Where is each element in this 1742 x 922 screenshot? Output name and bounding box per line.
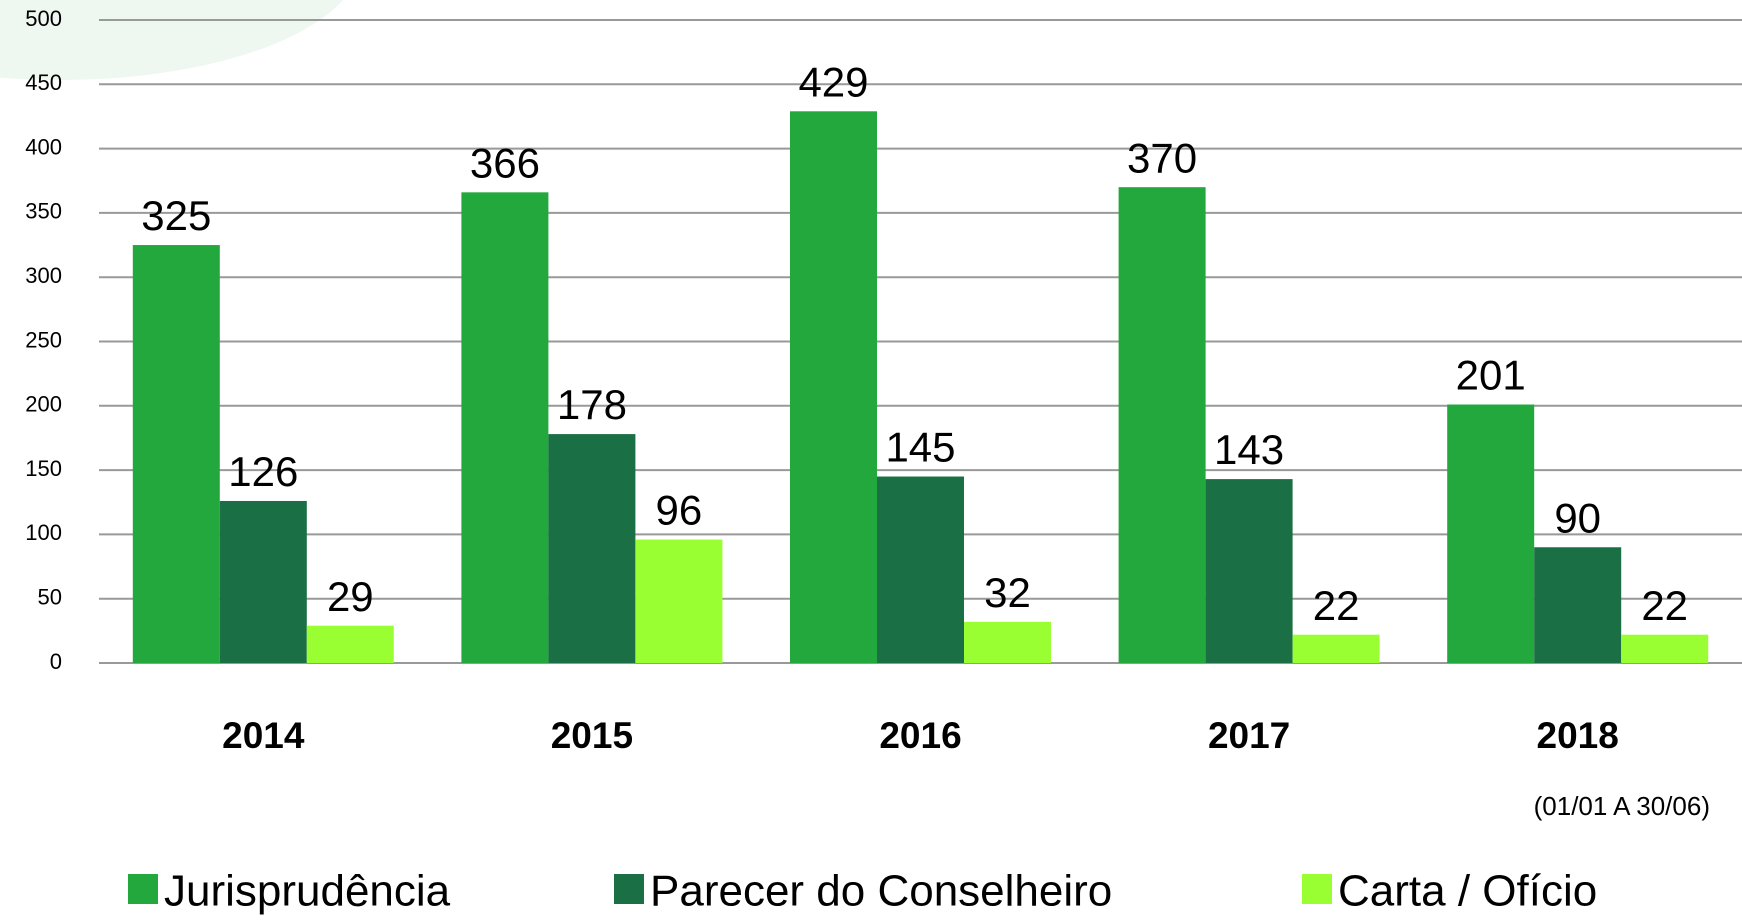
legend-swatch <box>614 874 644 904</box>
y-tick-label: 100 <box>25 520 62 545</box>
x-tick-label: 2015 <box>551 715 633 756</box>
data-label: 143 <box>1214 426 1284 473</box>
bar <box>1118 187 1206 663</box>
data-label: 325 <box>141 192 211 239</box>
data-label: 96 <box>656 487 703 534</box>
data-label: 90 <box>1554 494 1601 541</box>
y-tick-label: 450 <box>25 70 62 95</box>
bar <box>219 500 307 663</box>
data-label: 178 <box>557 381 627 428</box>
legend-label: Carta / Ofício <box>1338 867 1597 916</box>
x-tick-label: 2014 <box>222 715 305 756</box>
bar <box>306 625 394 663</box>
data-label: 32 <box>984 569 1031 616</box>
bar <box>1205 479 1293 663</box>
bar <box>132 245 220 664</box>
y-tick-label: 250 <box>25 327 62 352</box>
data-label: 429 <box>798 58 868 105</box>
data-label: 22 <box>1313 582 1360 629</box>
data-label: 126 <box>228 448 298 495</box>
data-label: 366 <box>470 139 540 186</box>
y-tick-label: 300 <box>25 263 62 288</box>
legend-swatch <box>128 874 158 904</box>
y-tick-label: 500 <box>25 6 62 31</box>
bar <box>1292 634 1380 663</box>
data-label: 22 <box>1641 582 1688 629</box>
y-tick-label: 200 <box>25 392 62 417</box>
annotation: (01/01 A 30/06) <box>1534 791 1710 821</box>
y-tick-label: 350 <box>25 199 62 224</box>
x-tick-label: 2017 <box>1208 715 1290 756</box>
y-tick-label: 0 <box>50 649 62 674</box>
bar <box>790 111 877 663</box>
bar <box>1534 547 1622 663</box>
data-label: 201 <box>1456 352 1526 399</box>
legend-label: Parecer do Conselheiro <box>650 867 1112 916</box>
y-tick-label: 150 <box>25 456 62 481</box>
legend-swatch <box>1302 874 1332 904</box>
bar <box>548 434 636 663</box>
legend-label: Jurisprudência <box>164 867 451 916</box>
bar <box>461 192 549 663</box>
data-label: 29 <box>327 573 374 620</box>
bar <box>1621 634 1709 663</box>
bar <box>1447 404 1535 663</box>
x-tick-label: 2016 <box>879 715 961 756</box>
data-label: 370 <box>1127 134 1197 181</box>
bar <box>635 539 723 663</box>
data-label: 145 <box>885 424 955 471</box>
x-tick-label: 2018 <box>1537 715 1619 756</box>
bar <box>877 476 964 663</box>
y-tick-label: 400 <box>25 134 62 159</box>
bar <box>964 621 1051 663</box>
y-tick-label: 50 <box>38 585 62 610</box>
